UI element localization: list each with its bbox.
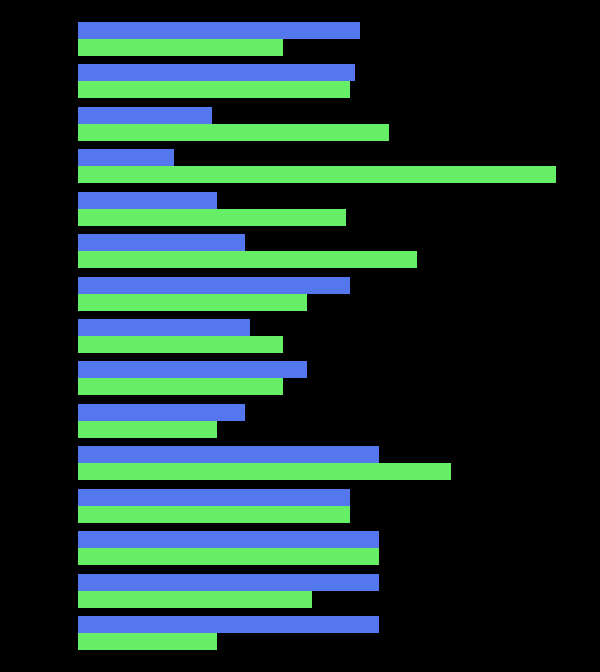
Bar (78, 234, 245, 251)
Bar (78, 192, 217, 208)
Bar (78, 124, 389, 140)
Bar (78, 81, 350, 98)
Bar (78, 616, 379, 634)
Bar (78, 294, 307, 310)
Bar (78, 489, 350, 506)
Bar (78, 276, 350, 294)
Bar (78, 591, 312, 608)
Bar (78, 22, 360, 38)
Bar (78, 149, 173, 166)
Bar (78, 64, 355, 81)
Bar (78, 548, 379, 565)
Bar (78, 336, 283, 353)
Bar (78, 446, 379, 464)
Bar (78, 107, 212, 124)
Bar (78, 319, 250, 336)
Bar (78, 378, 283, 396)
Bar (78, 574, 379, 591)
Bar (78, 208, 346, 226)
Bar (78, 38, 283, 56)
Bar (78, 166, 556, 183)
Bar (78, 532, 379, 548)
Bar (78, 362, 307, 378)
Bar (78, 634, 217, 650)
Bar (78, 464, 451, 480)
Bar (78, 251, 417, 268)
Bar (78, 404, 245, 421)
Bar (78, 421, 217, 438)
Bar (78, 506, 350, 523)
